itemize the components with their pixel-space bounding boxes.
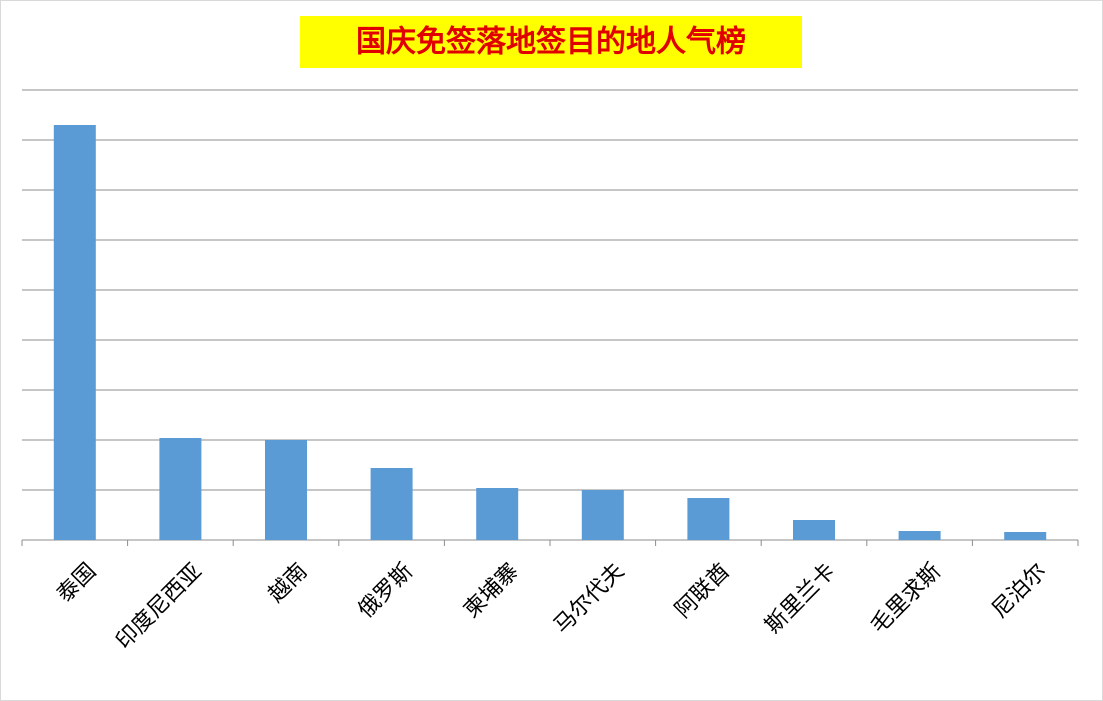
chart-title: 国庆免签落地签目的地人气榜 [356, 25, 746, 60]
title-background [300, 16, 802, 68]
bar [159, 438, 202, 540]
bar [476, 488, 519, 540]
bar [687, 498, 730, 540]
bar [53, 125, 96, 540]
bar [265, 440, 307, 540]
bar [581, 490, 624, 540]
bar [898, 531, 941, 540]
bar [793, 520, 835, 540]
bar [370, 468, 413, 540]
bar [1004, 532, 1047, 540]
